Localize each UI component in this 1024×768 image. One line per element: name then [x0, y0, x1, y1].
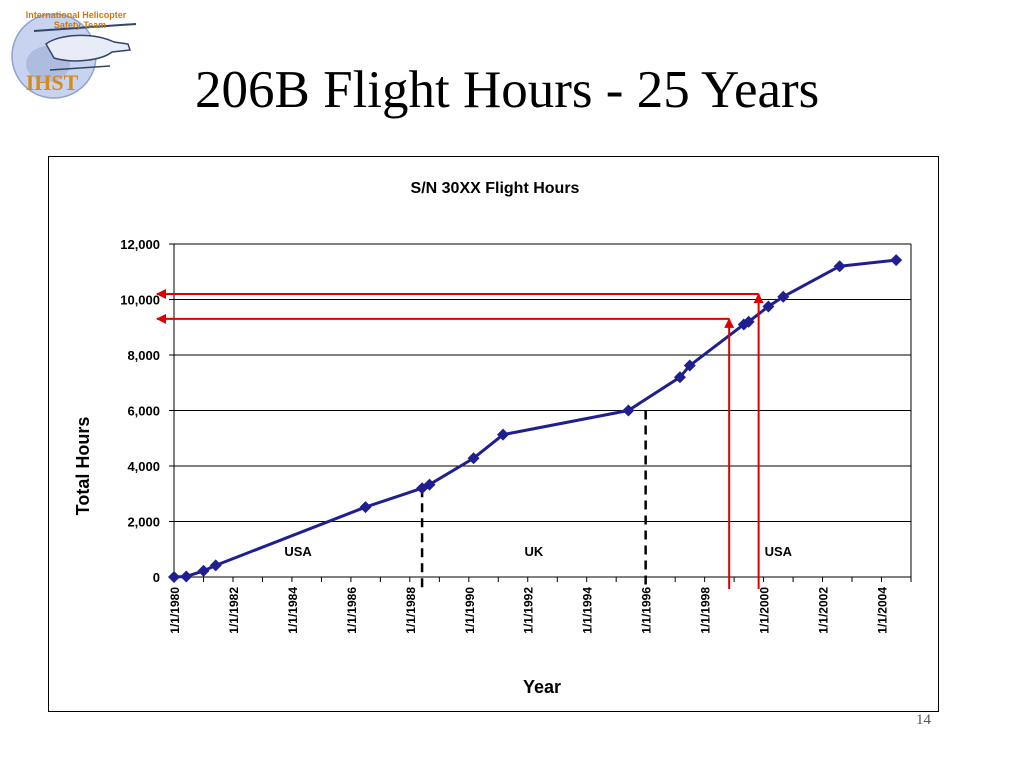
data-point — [359, 501, 372, 514]
data-point — [742, 315, 755, 328]
data-point — [197, 564, 210, 577]
x-tick-label: 1/1/1994 — [581, 587, 595, 634]
chart-title: S/N 30XX Flight Hours — [411, 180, 580, 197]
logo-abbr: IHST — [26, 70, 79, 95]
data-point — [423, 478, 436, 491]
helicopter-icon — [45, 34, 132, 62]
y-tick-label: 0 — [153, 570, 160, 585]
y-axis-label: Total Hours — [73, 417, 93, 516]
x-tick-label: 1/1/1998 — [699, 587, 713, 634]
data-point — [762, 300, 775, 313]
x-tick-label: 1/1/1988 — [404, 587, 418, 634]
x-axis-label: Year — [523, 677, 561, 697]
data-point — [497, 428, 510, 441]
helicopter-rotor — [33, 23, 137, 32]
data-point — [168, 571, 180, 583]
y-tick-label: 2,000 — [127, 515, 160, 530]
ihst-logo: International Helicopter Safety Team IHS… — [4, 4, 146, 102]
logo-text-line1: International Helicopter — [26, 10, 127, 20]
x-tick-label: 1/1/1984 — [286, 587, 300, 634]
x-tick-label: 1/1/1990 — [463, 587, 477, 634]
data-point — [467, 452, 480, 465]
y-tick-label: 6,000 — [127, 404, 160, 419]
period-label: USA — [765, 544, 793, 559]
period-label: USA — [284, 544, 312, 559]
y-tick-label: 8,000 — [127, 348, 160, 363]
x-tick-label: 1/1/1986 — [345, 587, 359, 634]
page-number: 14 — [916, 712, 931, 728]
data-point — [622, 404, 635, 417]
y-tick-label: 12,000 — [120, 237, 160, 252]
x-tick-label: 1/1/2004 — [875, 587, 889, 634]
data-point — [683, 359, 696, 372]
y-tick-label: 10,000 — [120, 293, 160, 308]
helicopter-skid — [49, 65, 111, 71]
slide-title: 206B Flight Hours - 25 Years — [195, 61, 820, 119]
x-tick-label: 1/1/1980 — [168, 587, 182, 634]
chart-frame: S/N 30XX Flight Hours Year Total Hours 0… — [48, 156, 939, 712]
period-label: UK — [524, 544, 543, 559]
data-point — [777, 290, 790, 303]
data-point — [180, 570, 193, 583]
series-line — [173, 258, 897, 579]
logo-text-line2: Safety Team — [54, 20, 106, 30]
x-tick-label: 1/1/2002 — [817, 587, 831, 634]
y-tick-label: 4,000 — [127, 459, 160, 474]
data-point — [890, 254, 903, 267]
x-tick-label: 1/1/1982 — [227, 587, 241, 634]
x-tick-label: 1/1/1996 — [640, 587, 654, 634]
x-tick-label: 1/1/2000 — [758, 587, 772, 634]
x-tick-label: 1/1/1992 — [522, 587, 536, 634]
data-point — [673, 371, 686, 384]
data-point — [833, 260, 846, 273]
flight-hours-chart: S/N 30XX Flight Hours Year Total Hours 0… — [73, 180, 912, 697]
data-point — [209, 559, 222, 572]
